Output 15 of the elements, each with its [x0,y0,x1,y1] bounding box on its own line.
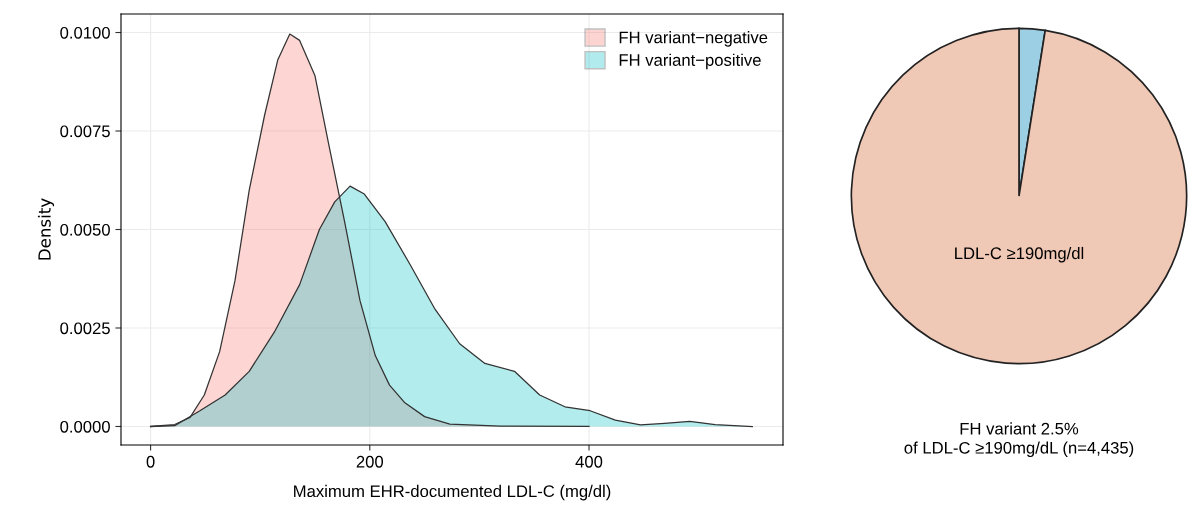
legend-label: FH variant−positive [619,53,761,70]
slice-label: LDL-C ≥190mg/dl [955,246,1084,263]
x-tick-label: 0 [146,455,155,468]
x-axis-title: Maximum EHR-documented LDL-C (mg/dl) [294,484,611,501]
text: FH variant 2.5% of LDL-C ≥190mg/dL (n=4,435) [904,422,1134,458]
y-tick-label: 0.0000 [60,420,110,433]
legend-label: FH variant−negative [619,31,768,47]
x-tick-label: 200 [356,455,384,468]
y-tick-label: 0.0100 [60,26,110,39]
x-tick-label: 400 [575,455,603,468]
y-tick-label: 0.0050 [60,223,110,236]
y-tick-label: 0.0075 [60,125,110,138]
y-axis-title: Density [37,198,55,260]
y-tick-label: 0.0025 [60,322,110,335]
pie-slice [850,27,1188,365]
